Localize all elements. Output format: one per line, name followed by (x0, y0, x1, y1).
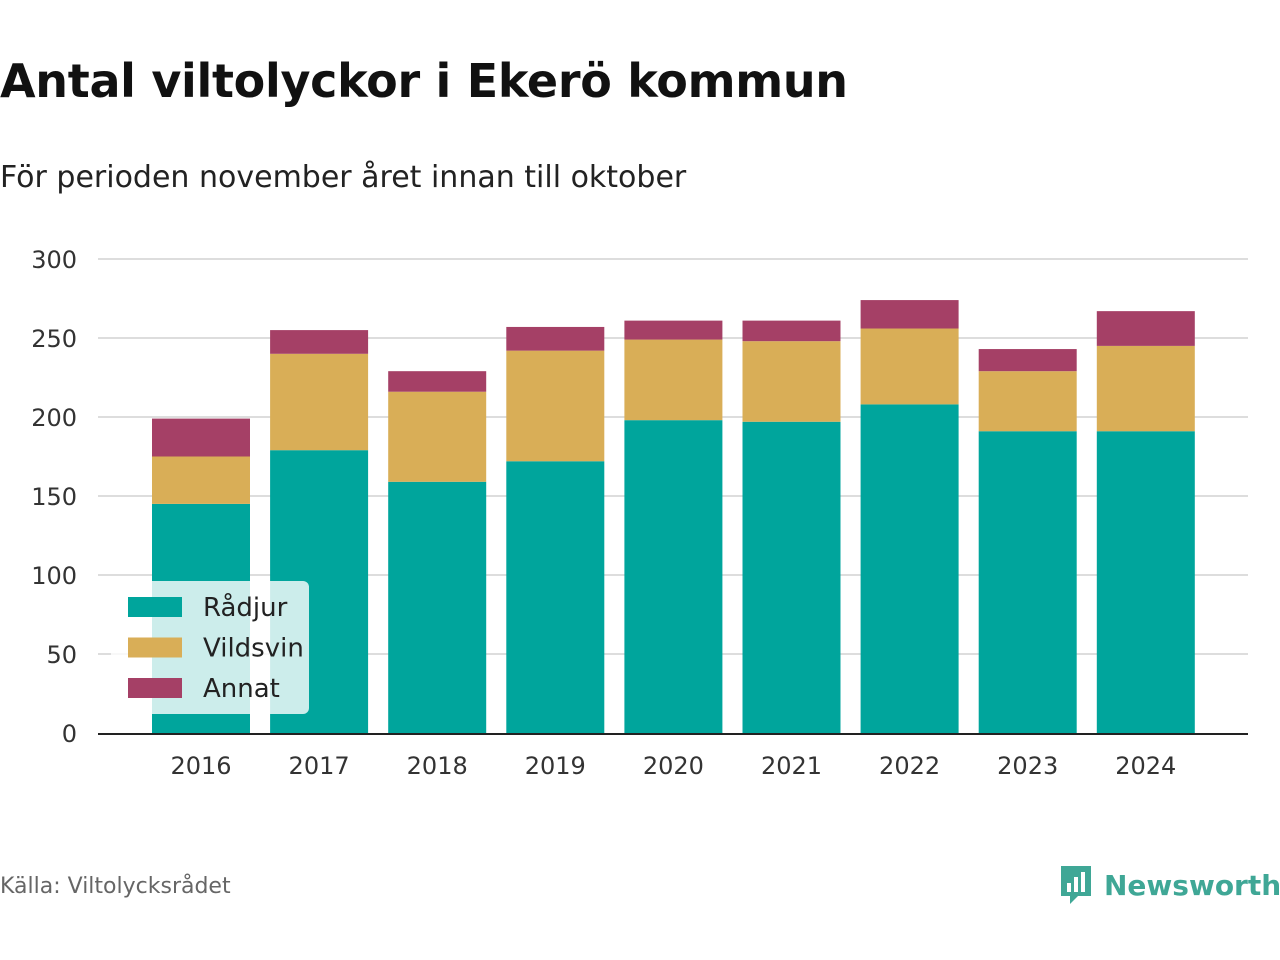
bar-segment (270, 330, 369, 354)
bar-segment (742, 421, 841, 733)
x-tick-label: 2023 (997, 752, 1058, 780)
bar-segment (978, 349, 1077, 372)
bar-segment (624, 320, 723, 340)
y-tick-label: 150 (31, 483, 77, 511)
chart-title: Antal viltolyckor i Ekerö kommun (0, 54, 848, 108)
y-tick-label: 200 (31, 404, 77, 432)
x-tick-label: 2024 (1115, 752, 1176, 780)
bar-segment (506, 326, 605, 351)
newsworthy-chart-icon (1061, 866, 1091, 904)
legend-label: Vildsvin (203, 634, 304, 664)
chart-subtitle: För perioden november året innan till ok… (0, 160, 687, 195)
bar-segment (388, 391, 487, 482)
bar-segment (742, 320, 841, 342)
brand-name: Newsworthy (1104, 868, 1280, 902)
x-tick-label: 2017 (289, 752, 350, 780)
bar-segment (978, 371, 1077, 432)
bar-segment (152, 456, 250, 504)
x-tick-label: 2018 (407, 752, 468, 780)
y-tick-label: 300 (31, 246, 77, 274)
legend-swatch (128, 678, 182, 698)
bar-segment (506, 461, 605, 733)
y-tick-label: 250 (31, 325, 77, 353)
bar-segment (624, 339, 723, 421)
x-tick-label: 2022 (879, 752, 940, 780)
y-axis-labels: 0 50 100 150 200 250 300 (31, 246, 77, 748)
legend-swatch (128, 637, 182, 658)
y-tick-label: 100 (31, 562, 77, 590)
bar-segment (388, 481, 487, 733)
y-tick-label: 0 (62, 720, 77, 748)
bar-segment (1096, 345, 1195, 432)
bar-segment (1096, 311, 1195, 346)
x-tick-label: 2019 (525, 752, 586, 780)
x-tick-label: 2020 (643, 752, 704, 780)
x-tick-label: 2021 (761, 752, 822, 780)
newsworthy-logo: Newsworthy (1058, 862, 1280, 908)
x-tick-label: 2016 (170, 752, 231, 780)
bar-segment (742, 341, 841, 422)
bar-segment (1096, 431, 1195, 733)
bar-segment (860, 404, 959, 733)
legend-label: Annat (203, 674, 280, 704)
x-axis-labels: 2016 2017 2018 2019 2020 2021 2022 2023 2024 (170, 752, 1176, 780)
bar-segment (860, 328, 959, 405)
bar-segment (506, 350, 605, 462)
bar-segment (860, 300, 959, 329)
legend-label: Rådjur (203, 592, 288, 623)
bar-segment (152, 418, 250, 457)
bar-segment (270, 353, 369, 451)
source-note: Källa: Viltolycksrådet (0, 874, 231, 899)
y-tick-label: 50 (46, 641, 77, 669)
legend: Rådjur Vildsvin Annat (111, 581, 309, 714)
bar-segment (978, 431, 1077, 733)
bar-segment (388, 371, 487, 392)
bar-segment (624, 420, 723, 733)
legend-swatch (128, 597, 182, 617)
